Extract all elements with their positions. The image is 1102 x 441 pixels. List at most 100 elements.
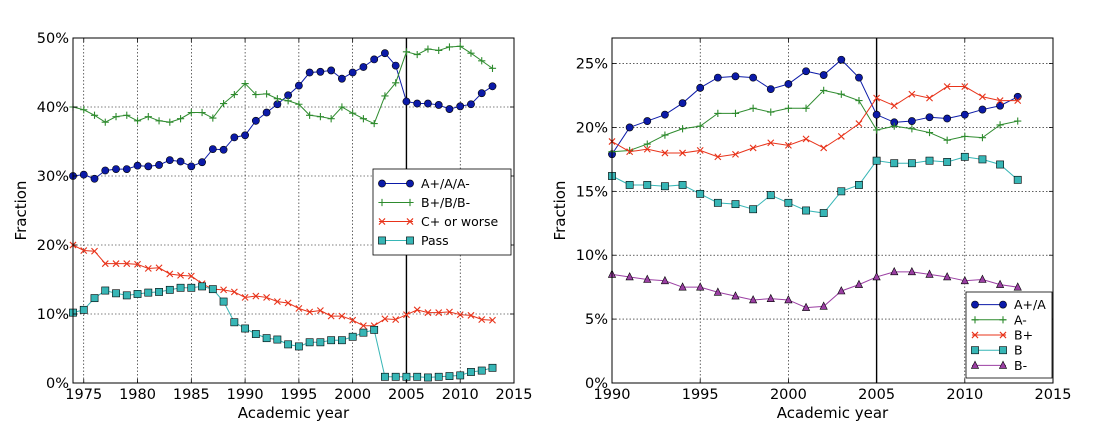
- series-b-b-b: [69, 42, 497, 128]
- data-point: [477, 89, 486, 98]
- data-point: [166, 118, 174, 126]
- data-point: [643, 145, 651, 153]
- data-point: [348, 68, 357, 77]
- data-point: [198, 282, 206, 291]
- data-point: [435, 309, 443, 317]
- series-line: [72, 45, 493, 125]
- data-point: [837, 286, 846, 295]
- data-point: [802, 67, 810, 76]
- data-point: [122, 165, 131, 173]
- data-point: [424, 373, 432, 382]
- data-point: [467, 100, 475, 109]
- data-point: [943, 136, 951, 144]
- x-tick-label: 1975: [65, 387, 102, 403]
- legend-marker: [971, 316, 979, 324]
- data-point: [802, 104, 810, 112]
- data-point: [90, 174, 99, 183]
- data-point: [890, 159, 899, 168]
- data-point: [434, 101, 443, 109]
- data-point: [424, 309, 432, 317]
- y-tick-label: 40%: [37, 100, 69, 116]
- data-point: [872, 272, 881, 281]
- data-point: [133, 290, 142, 298]
- data-point: [316, 113, 324, 121]
- data-point: [943, 272, 952, 281]
- data-point: [338, 336, 346, 345]
- x-tick-label: 1995: [280, 387, 317, 403]
- data-point: [766, 85, 775, 94]
- data-point: [678, 181, 687, 189]
- data-point: [714, 153, 722, 161]
- data-point: [263, 90, 271, 98]
- data-point: [112, 260, 120, 268]
- data-point: [219, 99, 228, 108]
- y-tick-label: 0%: [585, 376, 608, 392]
- data-point: [359, 115, 368, 123]
- data-point: [101, 260, 109, 268]
- data-point: [230, 288, 238, 296]
- data-point: [960, 275, 969, 285]
- legend-label: B+: [1014, 328, 1033, 343]
- data-point: [731, 200, 740, 209]
- data-point: [209, 114, 217, 122]
- legend: A+/AA-B+BB-: [965, 291, 1053, 379]
- data-point: [402, 97, 411, 106]
- data-point: [749, 295, 758, 304]
- data-point: [165, 285, 174, 294]
- legend-marker: [999, 300, 1007, 309]
- series-line: [611, 156, 1019, 214]
- data-point: [819, 71, 828, 79]
- data-point: [820, 144, 828, 152]
- data-point: [241, 293, 249, 301]
- data-point: [855, 73, 863, 82]
- data-point: [327, 66, 336, 75]
- data-point: [370, 325, 379, 334]
- data-point: [696, 83, 705, 92]
- data-point: [819, 209, 828, 217]
- data-point: [413, 99, 422, 108]
- legend-item-b-b-b: B+/B/B-: [378, 195, 470, 210]
- data-point: [198, 158, 206, 167]
- data-point: [678, 99, 687, 108]
- data-point: [91, 247, 98, 255]
- legend-marker: [971, 300, 979, 309]
- data-point: [678, 125, 687, 133]
- data-point: [348, 332, 357, 341]
- data-point: [996, 101, 1004, 110]
- data-point: [855, 97, 863, 105]
- data-point: [926, 94, 933, 102]
- legend-label: A-: [1014, 312, 1027, 327]
- data-point: [445, 372, 454, 380]
- data-point: [679, 149, 687, 157]
- y-tick-label: 0%: [46, 376, 69, 392]
- series-line: [611, 89, 1018, 153]
- data-point: [305, 338, 314, 347]
- data-point: [434, 372, 443, 381]
- legend-marker: [999, 316, 1007, 324]
- series-b: [608, 83, 1022, 161]
- x-tick-label: 1995: [682, 387, 719, 403]
- data-point: [80, 106, 88, 114]
- data-point: [316, 307, 324, 314]
- data-point: [155, 117, 163, 125]
- series-a-a: [608, 55, 1022, 159]
- y-tick-label: 30%: [37, 169, 69, 185]
- data-point: [749, 73, 758, 82]
- y-axis-label: Fraction: [12, 181, 30, 241]
- data-point: [413, 306, 421, 314]
- data-point: [338, 74, 346, 83]
- legend-label: B-: [1014, 358, 1027, 373]
- data-point: [252, 292, 260, 300]
- legend-marker: [406, 218, 414, 225]
- legend-marker: [999, 346, 1007, 355]
- data-point: [90, 294, 99, 303]
- x-axis-label: Academic year: [238, 404, 350, 422]
- data-point: [855, 120, 863, 128]
- legend-item-c-or-worse: C+ or worse: [378, 214, 498, 229]
- data-point: [467, 368, 475, 376]
- data-point: [305, 68, 314, 77]
- data-point: [187, 162, 196, 171]
- x-tick-label: 1990: [227, 387, 264, 403]
- data-point: [262, 334, 271, 343]
